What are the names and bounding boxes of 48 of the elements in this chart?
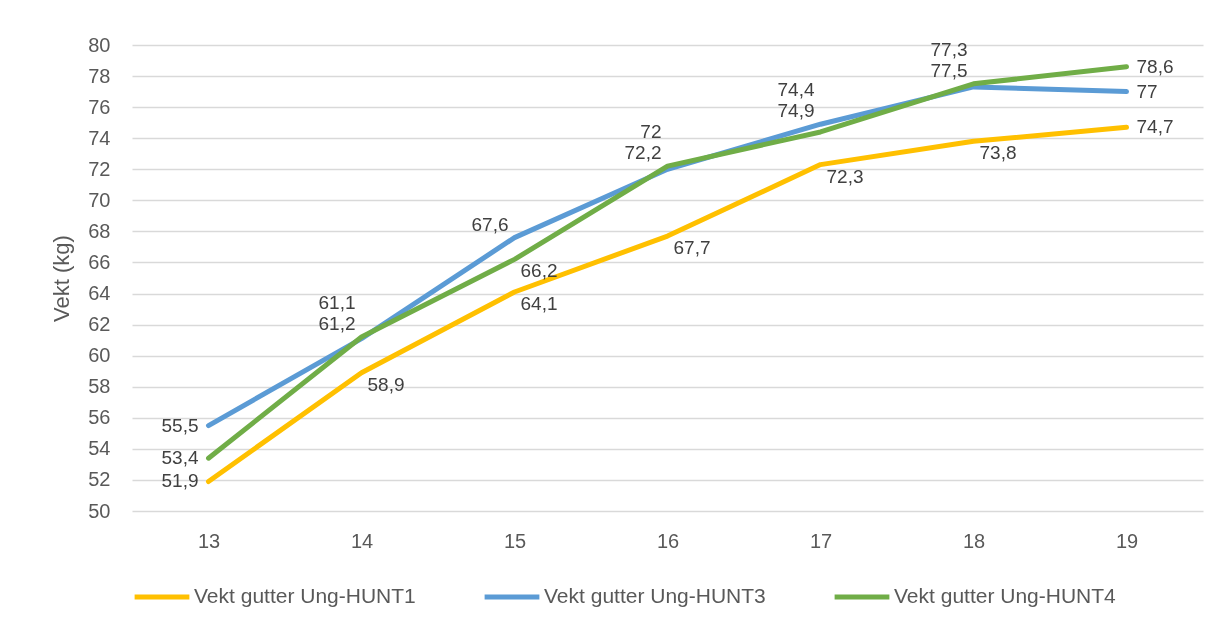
y-tick-label: 58 [88,375,111,398]
legend-label: Vekt gutter Ung-HUNT4 [894,584,1117,607]
data-label: 55,5 [161,414,199,436]
data-label: 73,8 [979,142,1017,164]
y-tick-label: 80 [88,33,111,56]
y-tick-label: 74 [88,126,111,149]
y-tick-label: 66 [88,250,111,273]
y-tick-label: 56 [88,406,111,429]
y-tick-label: 72 [88,157,111,180]
data-label: 67,7 [673,237,711,259]
data-label: 72,3 [826,165,864,187]
y-tick-label: 78 [88,64,111,87]
data-label: 78,6 [1136,55,1174,77]
x-tick-label: 17 [809,529,833,552]
x-tick-label: 19 [1115,529,1139,552]
data-label: 72,2 [624,142,662,164]
data-label: 61,2 [318,313,356,335]
y-tick-label: 62 [88,313,111,336]
y-tick-label: 68 [88,219,111,242]
y-tick-label: 52 [88,468,111,491]
data-label: 51,9 [161,470,199,492]
x-tick-label: 16 [656,529,680,552]
data-label: 74,7 [1136,116,1174,138]
data-label: 77,5 [930,59,968,81]
data-label: 77 [1136,80,1158,102]
data-label: 53,4 [161,447,199,469]
data-label: 67,6 [471,213,509,235]
y-axis-title: Vekt (kg) [49,235,75,322]
data-label: 64,1 [520,292,558,314]
y-tick-label: 54 [88,437,111,460]
x-tick-label: 13 [197,529,221,552]
y-tick-label: 64 [88,282,111,305]
data-label: 77,3 [930,38,968,60]
y-tick-label: 50 [88,499,111,522]
x-tick-label: 14 [350,529,374,552]
x-tick-label: 18 [962,529,986,552]
data-label: 74,9 [777,100,815,122]
y-tick-label: 60 [88,344,111,367]
data-label: 72 [640,121,662,143]
y-tick-label: 70 [88,188,111,211]
legend-label: Vekt gutter Ung-HUNT1 [194,584,416,607]
data-label: 66,2 [520,260,558,282]
legend-label: Vekt gutter Ung-HUNT3 [544,584,766,607]
data-label: 74,4 [777,79,815,101]
x-tick-label: 15 [503,529,527,552]
data-label: 61,1 [318,292,356,314]
data-label: 58,9 [367,373,405,395]
y-tick-label: 76 [88,95,111,118]
